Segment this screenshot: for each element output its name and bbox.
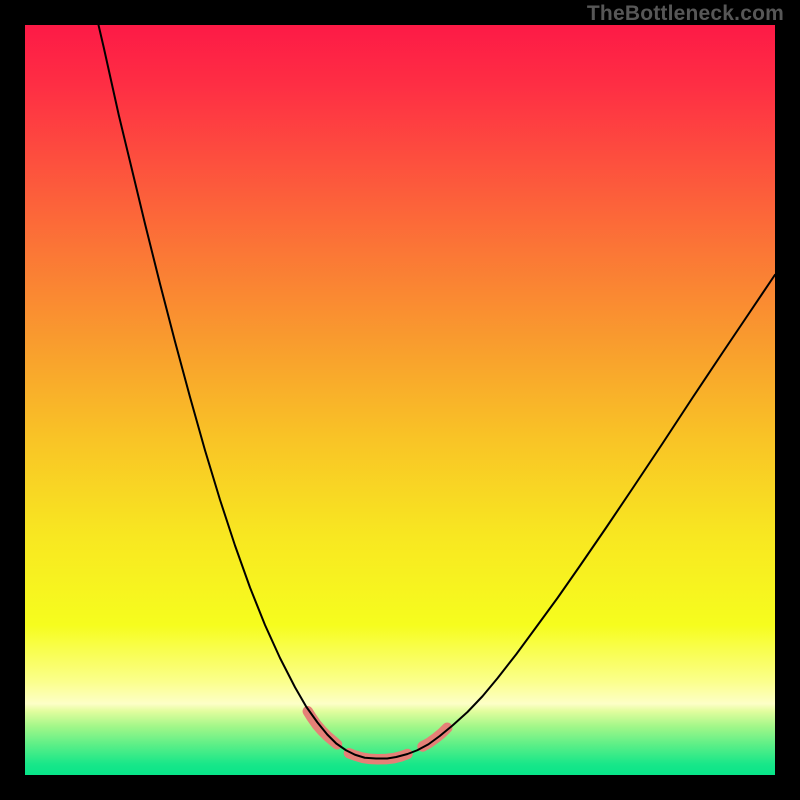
watermark-text: TheBottleneck.com [587,2,784,26]
gradient-background [25,25,775,775]
bottleneck-chart [0,0,800,800]
